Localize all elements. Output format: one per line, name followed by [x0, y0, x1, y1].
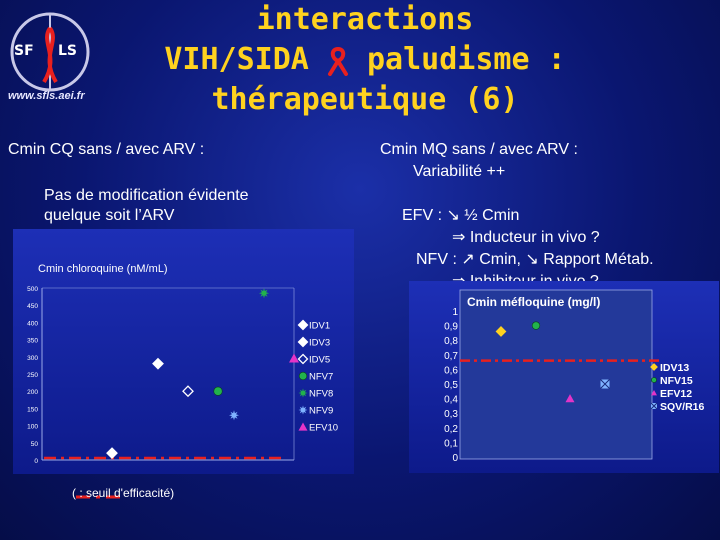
right-heading-2: Variabilité ++	[413, 163, 506, 180]
chart1-legend-label: EFV10	[309, 423, 338, 434]
chart1-legend-marker-efv10	[298, 422, 308, 431]
nfv-sub: ⇒ Inhibiteur in vivo ?	[452, 273, 599, 284]
chart2-point-sqv-r16	[600, 379, 610, 389]
chart2-legend-label: SQV/R16	[660, 401, 705, 413]
chart1-point-nfv7	[213, 386, 223, 396]
chart1-tick-label: 400	[27, 320, 38, 327]
svg-text:LS: LS	[58, 43, 77, 59]
title-line-3: thérapeutique (6)	[211, 82, 519, 117]
chart2-tick-label: 0,6	[444, 365, 458, 376]
left-note-2: quelque soit l’ARV	[44, 207, 175, 224]
chart2-title: Cmin méfloquine (mg/l)	[467, 295, 600, 309]
nfv-line: NFV : ↗ Cmin, ↘ Rapport Métab.	[416, 251, 654, 268]
efv-line: EFV : ↘ ½ Cmin	[402, 207, 520, 224]
chart2-tick-label: 0	[452, 453, 458, 464]
chart1-tick-label: 500	[27, 286, 38, 293]
chart2-plot-area	[459, 289, 653, 460]
title-line-2: VIH/SIDA paludisme :	[130, 40, 600, 80]
chart1-tick-label: 250	[27, 372, 38, 379]
chart2-point-nfv15	[531, 321, 541, 330]
chart1-point-efv10	[289, 353, 299, 363]
right-heading: Cmin MQ sans / avec ARV :	[380, 141, 578, 158]
chart1-tick-label: 350	[27, 338, 38, 345]
chart2-tick-label: 0,5	[444, 380, 458, 391]
chart1-legend-label: NFV7	[309, 372, 333, 383]
chart1-legend-marker-nfv8	[298, 388, 308, 398]
chart1-legend-marker-nfv7	[298, 371, 308, 381]
chloroquine-chart: Cmin chloroquine (nM/mL) 0 50 100 150 200 250…	[13, 229, 354, 474]
chart1-legend-label: NFV8	[309, 389, 333, 400]
chart2-legend-label: IDV13	[660, 362, 689, 374]
chart1-legend-label: IDV3	[309, 338, 330, 349]
chart1-tick-label: 150	[27, 406, 38, 413]
chart2-point-efv12	[565, 394, 575, 403]
chart2-tick-label: 0,3	[444, 409, 458, 420]
chart1-point-idv5	[182, 385, 194, 398]
chart1-point-nfv8	[259, 288, 269, 299]
chart2-tick-label: 0,7	[444, 351, 458, 362]
chart1-legend-label: NFV9	[309, 406, 333, 417]
chart2-tick-label: 1	[452, 307, 458, 318]
left-note-1: Pas de modification évidente	[44, 187, 249, 204]
mefloquine-chart: Cmin méfloquine (mg/l) 0 0,1 0,2 0,3 0,4 0,5 0…	[409, 281, 719, 473]
red-ribbon-icon	[327, 46, 348, 76]
threshold-footnote: ( : seuil d'efficacité)	[72, 486, 175, 500]
chart2-legend-marker-nfv15	[651, 377, 657, 383]
chart2-tick-label: 0,9	[444, 322, 458, 333]
chart2-tick-label: 0,4	[444, 395, 458, 406]
chart1-title: Cmin chloroquine (nM/mL)	[38, 263, 168, 275]
chart2-point-idv13	[495, 326, 507, 337]
chart1-background	[13, 229, 354, 474]
chart1-legend-marker-idv5	[297, 353, 309, 365]
chart2-legend-marker-efv12	[651, 390, 657, 396]
chart2-tick-label: 0,1	[444, 438, 458, 449]
chart1-legend-marker-idv3	[297, 336, 309, 348]
chart2-tick-label: 0,2	[444, 424, 458, 435]
threshold-legend-line	[76, 495, 124, 499]
sfls-logo: SF LS	[10, 12, 90, 92]
chart1-point-idv1	[106, 447, 118, 460]
chart1-legend-marker-nfv9	[298, 405, 308, 415]
chart1-legend-label: IDV5	[309, 355, 330, 366]
chart1-legend-label: IDV1	[309, 321, 330, 332]
page-title: interactions VIH/SIDA paludisme : thérap…	[130, 0, 600, 120]
left-heading: Cmin CQ sans / avec ARV :	[8, 141, 205, 158]
chart1-tick-label: 50	[31, 441, 39, 448]
chart2-tick-label: 0,8	[444, 336, 458, 347]
chart1-tick-label: 0	[34, 458, 38, 465]
efv-sub: ⇒ Inducteur in vivo ?	[452, 229, 600, 246]
title-paludisme: paludisme :	[366, 42, 566, 77]
svg-text:SF: SF	[14, 43, 34, 59]
chart1-tick-label: 100	[27, 424, 38, 431]
logo-url: www.sfls.aei.fr	[8, 90, 85, 102]
chart1-point-nfv9	[229, 410, 239, 421]
chart1-tick-label: 200	[27, 389, 38, 396]
chart2-legend-label: EFV12	[660, 388, 692, 400]
chart2-legend-marker-sqv-r16	[650, 402, 658, 410]
title-vih: VIH/SIDA	[164, 42, 309, 77]
chart1-legend-marker-idv1	[297, 319, 309, 331]
title-line-1: interactions	[256, 2, 474, 37]
chart2-legend-marker-idv13	[650, 363, 658, 371]
chart1-tick-label: 300	[27, 355, 38, 362]
chart1-tick-label: 450	[27, 303, 38, 310]
chart1-point-idv3	[152, 357, 164, 370]
chart2-legend-label: NFV15	[660, 375, 693, 387]
